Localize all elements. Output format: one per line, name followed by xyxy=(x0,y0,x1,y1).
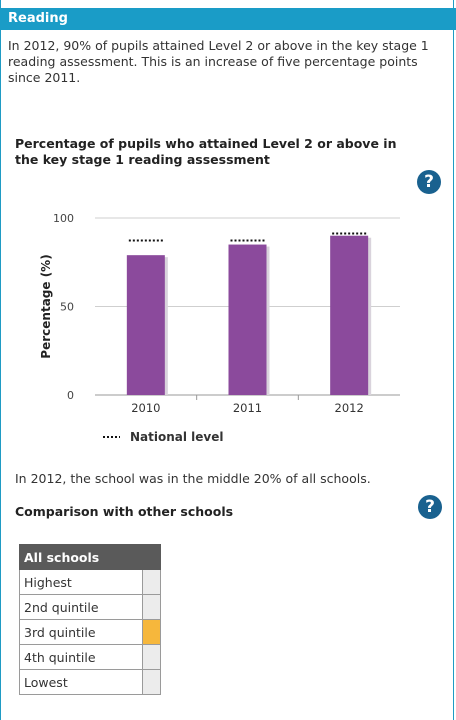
quintile-label: 3rd quintile xyxy=(19,619,143,645)
quintile-label: Highest xyxy=(19,569,143,595)
quintile-table-header-blank xyxy=(142,544,161,570)
x-tick-label: 2010 xyxy=(131,401,160,415)
chart-title: Percentage of pupils who attained Level … xyxy=(15,136,397,167)
y-tick-label: 100 xyxy=(53,212,74,225)
legend-national-label: National level xyxy=(130,430,224,444)
bar-chart: 0 50 100 Percentage (%) 2010 2011 2012 National… xyxy=(39,212,400,444)
x-tick-label: 2011 xyxy=(233,401,262,415)
comparison-help-icon[interactable]: ? xyxy=(418,495,442,519)
comparison-title: Comparison with other schools xyxy=(15,504,234,519)
quintile-row: Lowest xyxy=(19,669,161,695)
section-header: Reading xyxy=(0,8,456,30)
chart-help-icon[interactable]: ? xyxy=(417,170,441,194)
school-position-text: In 2012, the school was in the middle 20… xyxy=(15,471,371,486)
quintile-indicator xyxy=(142,569,161,595)
quintile-row: 3rd quintile xyxy=(19,619,161,645)
quintile-label: Lowest xyxy=(19,669,143,695)
quintile-row: 2nd quintile xyxy=(19,594,161,620)
x-tick-label: 2012 xyxy=(335,401,364,415)
quintile-table-header: All schools xyxy=(19,544,143,570)
y-tick-label: 50 xyxy=(60,301,74,314)
quintile-label: 4th quintile xyxy=(19,644,143,670)
y-tick-label: 0 xyxy=(67,389,74,402)
quintile-table: All schools Highest 2nd quintile 3rd quint… xyxy=(19,544,161,695)
summary-text: In 2012, 90% of pupils attained Level 2 … xyxy=(8,38,429,85)
quintile-indicator-selected xyxy=(142,619,161,645)
quintile-indicator xyxy=(142,594,161,620)
school-bar xyxy=(330,235,369,395)
school-bar xyxy=(228,244,267,395)
quintile-row: Highest xyxy=(19,569,161,595)
quintile-label: 2nd quintile xyxy=(19,594,143,620)
quintile-indicator xyxy=(142,644,161,670)
y-axis-label: Percentage (%) xyxy=(39,254,53,358)
school-bar xyxy=(126,255,165,395)
quintile-indicator xyxy=(142,669,161,695)
quintile-row: 4th quintile xyxy=(19,644,161,670)
